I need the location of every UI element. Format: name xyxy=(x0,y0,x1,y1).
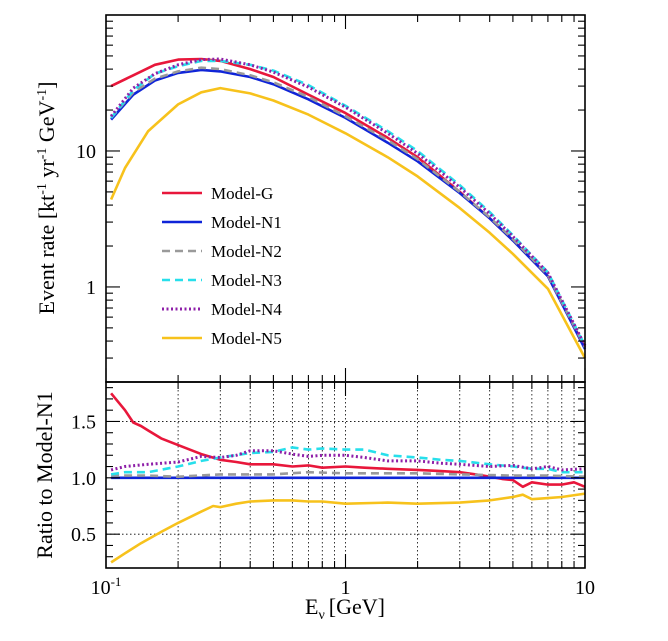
event-rate-plot-frame xyxy=(105,14,586,383)
legend-label: Model-N4 xyxy=(211,300,282,319)
y-tick-label: 10 xyxy=(76,141,96,163)
event-rate-series-model-n5 xyxy=(109,86,587,359)
ratio-axis-ticks xyxy=(105,382,586,568)
legend-label: Model-G xyxy=(211,184,273,203)
ratio-series-model-n5 xyxy=(110,492,586,564)
event-rate-series-model-n1 xyxy=(110,68,587,350)
ratio-series-model-n4 xyxy=(110,449,586,472)
event-rate-y-axis-label: Event rate [kt-1 yr-1 GeV-1] xyxy=(34,82,59,315)
legend-item-model-n4: Model-N4 xyxy=(162,300,282,319)
ratio-series-model-g xyxy=(110,392,586,489)
y-tick-label: 0.5 xyxy=(71,524,96,546)
event-rate-axis-ticks xyxy=(105,15,586,383)
ratio-curves xyxy=(110,392,586,564)
y-tick-label: 1.0 xyxy=(71,468,96,490)
legend: Model-G Model-N1 Model-N2 Model-N3 Model-N4 M… xyxy=(162,184,282,348)
legend-item-model-n5: Model-N5 xyxy=(162,329,282,348)
legend-label: Model-N5 xyxy=(211,329,282,348)
event-rate-series-model-n4 xyxy=(109,57,587,347)
ratio-series-model-n2 xyxy=(111,470,586,479)
x-axis-label: Eν [GeV] xyxy=(305,594,385,623)
event-rate-series-model-n2 xyxy=(110,66,587,348)
legend-item-model-g: Model-G xyxy=(162,184,273,203)
legend-label: Model-N3 xyxy=(211,271,282,290)
event-rate-tick-labels: 1 10 xyxy=(76,141,96,299)
legend-item-model-n1: Model-N1 xyxy=(162,213,282,232)
legend-label: Model-N1 xyxy=(211,213,282,232)
x-tick-label: 10-1 xyxy=(91,574,122,599)
x-tick-label: 10 xyxy=(575,577,595,599)
ratio-y-axis-label: Ratio to Model-N1 xyxy=(32,391,57,558)
y-tick-label: 1 xyxy=(86,277,96,299)
y-tick-label: 1.5 xyxy=(71,411,96,433)
event-rate-curves xyxy=(109,57,587,359)
ratio-plot-frame xyxy=(105,381,586,569)
ratio-grid xyxy=(106,382,585,568)
ratio-series-model-n3 xyxy=(110,446,585,476)
x-tick-label: 1 xyxy=(341,577,351,599)
legend-item-model-n3: Model-N3 xyxy=(162,271,282,290)
ratio-tick-labels: 0.5 1.0 1.5 10-1 1 10 xyxy=(71,411,595,599)
legend-label: Model-N2 xyxy=(211,242,282,261)
legend-item-model-n2: Model-N2 xyxy=(162,242,282,261)
